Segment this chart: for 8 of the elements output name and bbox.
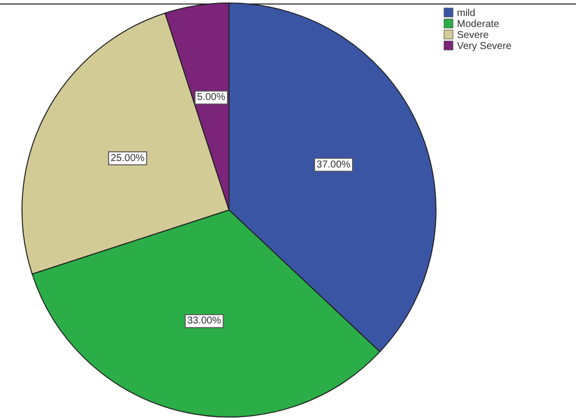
legend-label: mild: [457, 8, 476, 19]
data-label: 37.00%: [316, 159, 351, 170]
legend-label: Moderate: [457, 19, 500, 30]
data-label: 25.00%: [110, 152, 145, 164]
data-label: 5.00%: [197, 92, 226, 104]
legend-label: Very Severe: [457, 41, 512, 52]
legend-label: Severe: [457, 30, 490, 41]
data-label: 33.00%: [187, 316, 222, 327]
